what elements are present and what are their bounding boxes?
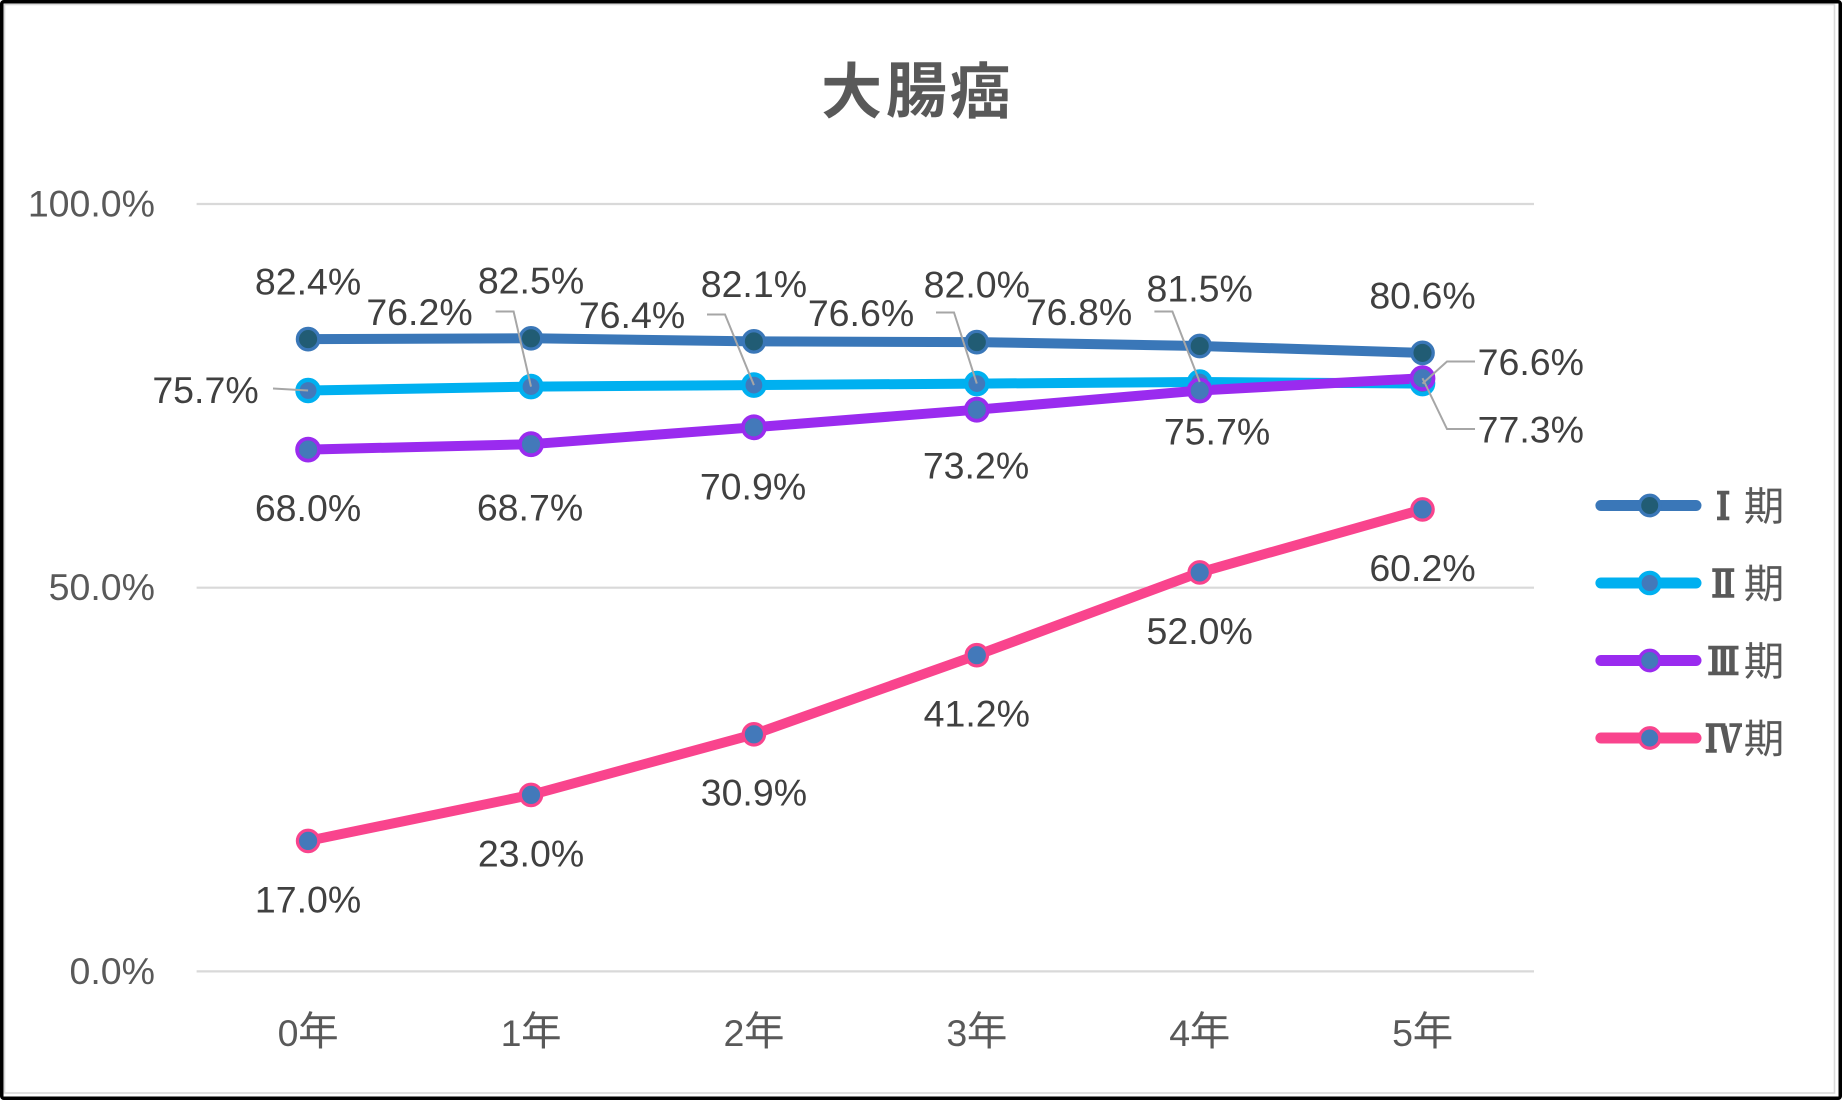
- svg-text:3: 3: [946, 1012, 967, 1054]
- svg-text:30.9%: 30.9%: [701, 772, 807, 814]
- svg-text:68.7%: 68.7%: [477, 486, 583, 528]
- svg-text:75.7%: 75.7%: [152, 369, 258, 411]
- svg-text:2: 2: [723, 1012, 744, 1054]
- svg-text:0.0%: 0.0%: [70, 950, 155, 992]
- svg-text:70.9%: 70.9%: [700, 465, 806, 507]
- svg-text:23.0%: 23.0%: [478, 832, 584, 874]
- svg-text:76.6%: 76.6%: [808, 292, 914, 334]
- svg-text:82.4%: 82.4%: [255, 261, 361, 303]
- svg-text:52.0%: 52.0%: [1147, 610, 1253, 652]
- svg-text:100.0%: 100.0%: [28, 183, 155, 225]
- svg-text:82.5%: 82.5%: [478, 260, 584, 302]
- svg-text:81.5%: 81.5%: [1147, 267, 1253, 309]
- svg-text:76.2%: 76.2%: [366, 291, 472, 333]
- svg-text:17.0%: 17.0%: [255, 878, 361, 920]
- svg-text:41.2%: 41.2%: [924, 693, 1030, 735]
- svg-text:60.2%: 60.2%: [1369, 547, 1475, 589]
- svg-text:68.0%: 68.0%: [255, 487, 361, 529]
- svg-text:75.7%: 75.7%: [1164, 410, 1270, 452]
- svg-text:50.0%: 50.0%: [49, 566, 155, 608]
- svg-text:1: 1: [501, 1012, 522, 1054]
- svg-text:76.8%: 76.8%: [1026, 291, 1132, 333]
- svg-text:73.2%: 73.2%: [923, 444, 1029, 486]
- svg-text:0: 0: [278, 1012, 299, 1054]
- svg-text:5: 5: [1392, 1012, 1413, 1054]
- svg-text:82.1%: 82.1%: [701, 263, 807, 305]
- svg-text:76.4%: 76.4%: [579, 294, 685, 336]
- svg-text:76.6%: 76.6%: [1478, 341, 1584, 383]
- svg-text:80.6%: 80.6%: [1369, 274, 1475, 316]
- svg-text:77.3%: 77.3%: [1478, 408, 1584, 450]
- svg-text:82.0%: 82.0%: [924, 264, 1030, 306]
- svg-text:4: 4: [1169, 1012, 1190, 1054]
